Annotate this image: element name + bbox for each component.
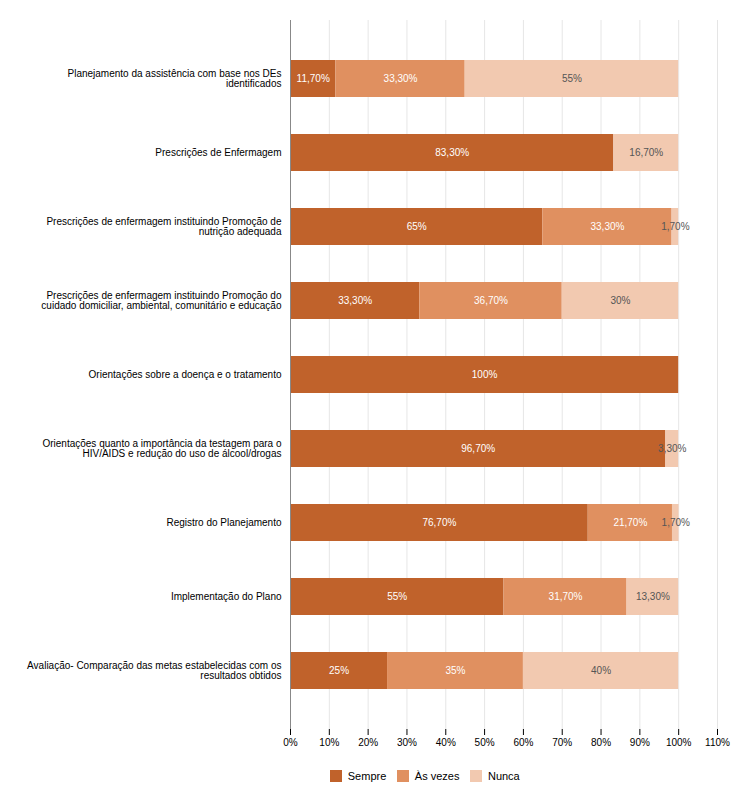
svg-text:60%: 60% xyxy=(513,737,533,748)
svg-text:33,30%: 33,30% xyxy=(338,295,372,306)
svg-text:76,70%: 76,70% xyxy=(422,517,456,528)
svg-text:55%: 55% xyxy=(387,591,407,602)
svg-text:110%: 110% xyxy=(705,737,730,748)
svg-text:65%: 65% xyxy=(407,221,427,232)
svg-text:96,70%: 96,70% xyxy=(461,443,495,454)
svg-text:16,70%: 16,70% xyxy=(629,147,663,158)
html-text:Nunca: Nunca xyxy=(487,769,520,782)
svg-text:1,70%: 1,70% xyxy=(662,517,690,528)
svg-text:3,30%: 3,30% xyxy=(658,443,686,454)
svg-text:70%: 70% xyxy=(552,737,572,748)
html-text:Sempre: Sempre xyxy=(347,769,387,782)
svg-text:Prescrições de enfermagem inst: Prescrições de enfermagem instituindo Pr… xyxy=(46,216,282,237)
svg-text:100%: 100% xyxy=(666,737,692,748)
svg-text:Registro do Planejamento: Registro do Planejamento xyxy=(166,517,282,528)
svg-text:Avaliação- Comparação das meta: Avaliação- Comparação das metas estabele… xyxy=(27,660,281,681)
svg-text:80%: 80% xyxy=(591,737,611,748)
svg-text:20%: 20% xyxy=(358,737,378,748)
svg-text:11,70%: 11,70% xyxy=(297,73,330,84)
svg-text:Orientações sobre a doença e o: Orientações sobre a doença e o tratament… xyxy=(89,369,282,380)
svg-text:83,30%: 83,30% xyxy=(435,147,469,158)
svg-text:0%: 0% xyxy=(283,737,298,748)
svg-text:90%: 90% xyxy=(630,737,650,748)
svg-text:Prescrições de Enfermagem: Prescrições de Enfermagem xyxy=(155,147,281,158)
svg-text:1,70%: 1,70% xyxy=(661,221,689,232)
svg-text:33,30%: 33,30% xyxy=(384,73,418,84)
svg-text:Orientações quanto a importânc: Orientações quanto a importância da test… xyxy=(42,438,281,459)
svg-text:35%: 35% xyxy=(445,665,465,676)
svg-text:Prescrições de enfermagem inst: Prescrições de enfermagem instituindo Pr… xyxy=(41,290,282,311)
svg-text:36,70%: 36,70% xyxy=(474,295,508,306)
svg-text:Implementação do Plano: Implementação do Plano xyxy=(171,591,282,602)
svg-text:21,70%: 21,70% xyxy=(613,517,647,528)
svg-text:13,30%: 13,30% xyxy=(636,591,670,602)
svg-text:50%: 50% xyxy=(475,737,495,748)
html-text:Às vezes: Às vezes xyxy=(414,769,460,782)
svg-text:10%: 10% xyxy=(319,737,339,748)
svg-text:40%: 40% xyxy=(591,665,611,676)
svg-text:100%: 100% xyxy=(472,369,498,380)
svg-text:25%: 25% xyxy=(329,665,349,676)
svg-text:30%: 30% xyxy=(397,737,417,748)
svg-text:55%: 55% xyxy=(562,73,582,84)
svg-text:30%: 30% xyxy=(610,295,630,306)
svg-text:40%: 40% xyxy=(436,737,456,748)
svg-text:31,70%: 31,70% xyxy=(549,591,583,602)
svg-text:Planejamento da assistência co: Planejamento da assistência com base nos… xyxy=(67,68,281,89)
svg-text:33,30%: 33,30% xyxy=(590,221,624,232)
